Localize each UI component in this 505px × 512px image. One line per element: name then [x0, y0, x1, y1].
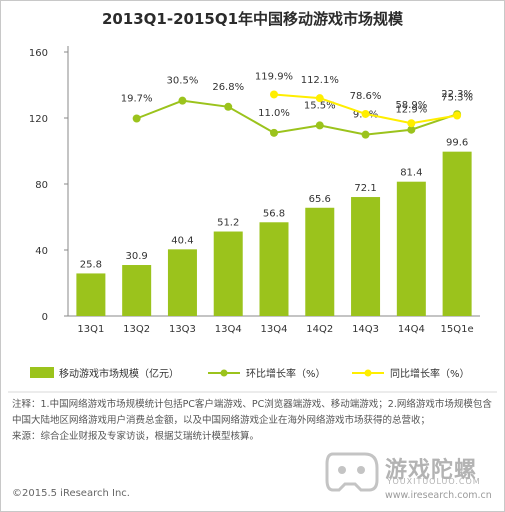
bar: [259, 222, 289, 316]
qoq-value-label: 22.3%: [441, 89, 473, 100]
legend-bar-label: 移动游戏市场规模（亿元）: [59, 367, 179, 380]
qoq-point: [224, 102, 233, 111]
qoq-point: [178, 96, 187, 105]
yoy-value-label: 58.9%: [395, 100, 427, 111]
yoy-point: [453, 111, 462, 120]
yoy-value-label: 112.1%: [301, 75, 339, 86]
logo-text-en: YOUXITUOLUO.COM: [387, 477, 481, 486]
y-tick-label: 160: [29, 48, 48, 59]
y-tick-label: 40: [35, 246, 48, 257]
notes-block: 注释：1.中国网络游戏市场规模统计包括PC客户端游戏、PC浏览器端游戏、移动端游…: [12, 397, 494, 445]
legend-qoq-label: 环比增长率（%）: [246, 367, 326, 380]
bar-value-label: 56.8: [263, 208, 285, 219]
qoq-point: [407, 125, 416, 134]
yoy-value-label: 75.3%: [441, 93, 473, 104]
x-tick-label: 14Q4: [398, 324, 425, 335]
copyright-text: ©2015.5 iResearch Inc.: [12, 488, 130, 499]
qoq-series-line: [136, 99, 458, 136]
qoq-point: [361, 130, 370, 139]
bar: [442, 151, 472, 316]
qoq-value-label: 19.7%: [121, 93, 153, 104]
x-tick-label: 14Q2: [306, 324, 333, 335]
qoq-value-label: 11.0%: [258, 108, 290, 119]
yoy-point: [315, 94, 324, 103]
x-tick-label: 13Q4: [215, 324, 242, 335]
yoy-point: [361, 109, 370, 118]
bar: [396, 181, 426, 316]
y-tick-label: 120: [29, 114, 48, 125]
qoq-value-label: 30.5%: [167, 76, 199, 87]
legend-bar-swatch: [30, 367, 54, 378]
bar-value-label: 81.4: [400, 168, 422, 179]
bar: [213, 231, 243, 316]
bar: [351, 197, 381, 316]
yoy-point: [407, 119, 416, 128]
yoy-value-label: 78.6%: [350, 91, 382, 102]
bar: [122, 265, 152, 316]
qoq-point: [132, 114, 141, 123]
qoq-value-label: 15.5%: [304, 100, 336, 111]
legend-yoy-label: 同比增长率（%）: [390, 367, 470, 380]
x-tick-label: 15Q1e: [441, 324, 474, 335]
youxituoluo-logo: 游戏陀螺 YOUXITUOLUO.COM: [325, 440, 500, 495]
legend-qoq-marker: [220, 369, 228, 377]
bar-value-label: 40.4: [171, 235, 193, 246]
x-tick-label: 13Q4: [261, 324, 288, 335]
chart-title: 2013Q1-2015Q1年中国移动游戏市场规模: [101, 10, 404, 28]
bar: [305, 207, 335, 316]
bar: [76, 273, 106, 316]
bar-value-label: 25.8: [80, 259, 102, 270]
yoy-value-label: 119.9%: [255, 71, 293, 82]
qoq-point: [270, 128, 278, 137]
qoq-point: [315, 121, 324, 130]
gamepad-logo-icon: [325, 452, 379, 492]
bar-value-label: 65.6: [309, 194, 331, 205]
y-tick-label: 80: [35, 180, 48, 191]
bar-value-label: 99.6: [446, 138, 468, 149]
legend-yoy-marker: [364, 369, 372, 377]
y-tick-label: 0: [42, 312, 48, 323]
x-tick-label: 13Q3: [169, 324, 196, 335]
qoq-value-label: 26.8%: [212, 82, 244, 93]
logo-text-cn: 游戏陀螺: [385, 458, 478, 483]
notes-line-2: 来源：综合企业财报及专家访谈，根据艾瑞统计模型核算。: [12, 431, 260, 442]
bar-value-label: 30.9: [126, 251, 148, 262]
bar-value-label: 51.2: [217, 218, 239, 229]
website-text: www.iresearch.com.cn: [385, 490, 492, 501]
bar-value-label: 72.1: [354, 183, 376, 194]
x-tick-label: 13Q1: [77, 324, 104, 335]
qoq-value-label: 12.9%: [395, 105, 427, 116]
yoy-point: [270, 90, 278, 99]
chart-svg: 0 40 80 120 160 25.8 13Q1 30.9 13Q2 40.4 13Q3 51.2 1…: [8, 46, 497, 393]
notes-line-1: 注释：1.中国网络游戏市场规模统计包括PC客户端游戏、PC浏览器端游戏、移动端游…: [12, 399, 492, 426]
x-tick-label: 14Q3: [352, 324, 379, 335]
bar: [167, 249, 197, 316]
x-tick-label: 13Q2: [123, 324, 150, 335]
